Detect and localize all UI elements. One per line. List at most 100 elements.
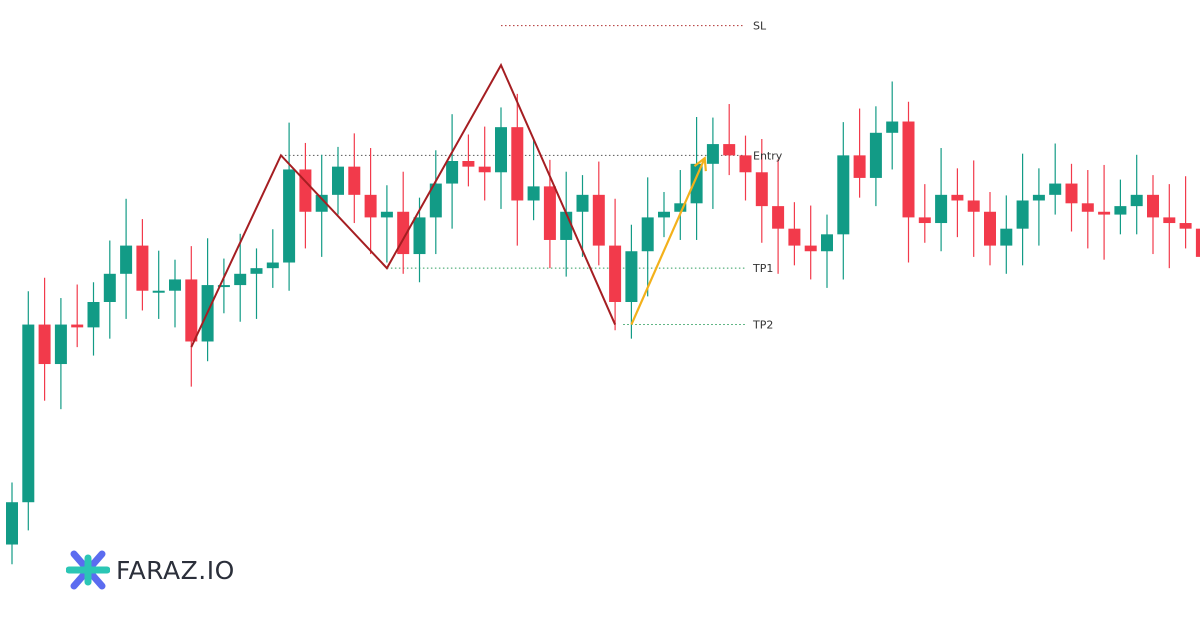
candle bbox=[364, 148, 377, 255]
candle bbox=[1049, 143, 1062, 215]
candle bbox=[38, 277, 51, 401]
candle bbox=[674, 170, 687, 240]
candle bbox=[332, 146, 344, 215]
candle bbox=[788, 202, 801, 266]
candle bbox=[54, 298, 67, 410]
candle-body bbox=[462, 161, 475, 167]
candle-body bbox=[1032, 194, 1045, 201]
candle bbox=[1195, 228, 1200, 257]
candle bbox=[380, 185, 393, 263]
candle bbox=[169, 259, 181, 328]
candle bbox=[429, 150, 442, 255]
candle bbox=[869, 106, 882, 207]
candle bbox=[886, 81, 899, 170]
candle-body bbox=[935, 194, 948, 224]
candle bbox=[22, 291, 35, 531]
candle-body bbox=[446, 161, 459, 184]
candle-body bbox=[690, 163, 703, 204]
candle bbox=[902, 101, 915, 263]
candle bbox=[804, 205, 817, 280]
candle bbox=[837, 122, 850, 280]
candle-body bbox=[1049, 183, 1062, 195]
candle bbox=[1081, 170, 1094, 249]
candle-body bbox=[511, 127, 524, 201]
candle-body bbox=[136, 245, 149, 291]
candle bbox=[1114, 179, 1127, 235]
candle bbox=[511, 93, 524, 246]
candle-body bbox=[1081, 203, 1094, 212]
candle bbox=[723, 104, 736, 176]
candle bbox=[250, 248, 263, 319]
candle-body bbox=[250, 268, 263, 274]
candle-body bbox=[723, 144, 736, 156]
candle bbox=[576, 175, 589, 257]
candle-body bbox=[348, 166, 361, 195]
candle bbox=[772, 159, 785, 274]
candle bbox=[984, 192, 996, 266]
candle-body bbox=[592, 194, 605, 246]
candle bbox=[592, 161, 605, 266]
candle-body bbox=[739, 155, 752, 173]
candle-body bbox=[951, 194, 964, 201]
candle-body bbox=[527, 186, 540, 201]
candle-body bbox=[1163, 217, 1176, 224]
candle-body bbox=[22, 324, 35, 503]
projection-arrowhead bbox=[693, 156, 707, 172]
candle bbox=[446, 114, 459, 229]
candle bbox=[739, 135, 752, 201]
candle bbox=[217, 258, 230, 314]
candle bbox=[6, 482, 18, 565]
candle-body bbox=[804, 245, 817, 252]
candle-body bbox=[674, 203, 687, 212]
projection-arrow-line bbox=[630, 157, 706, 326]
candle bbox=[706, 117, 719, 209]
candle bbox=[935, 148, 948, 252]
candle bbox=[641, 177, 654, 297]
level-label-entry: Entry bbox=[753, 149, 783, 162]
candle bbox=[625, 224, 638, 339]
candle-body bbox=[1114, 206, 1127, 215]
candle bbox=[1032, 168, 1045, 246]
candle-body bbox=[967, 200, 980, 212]
candle-body bbox=[609, 245, 622, 302]
brand-logo: FARAZ.IO bbox=[66, 548, 235, 592]
candle bbox=[299, 142, 312, 249]
candle bbox=[283, 122, 296, 291]
candle-body bbox=[234, 273, 247, 286]
candle-body bbox=[429, 183, 442, 218]
candle bbox=[918, 184, 931, 243]
brand-name: FARAZ.IO bbox=[116, 555, 235, 585]
candle-body bbox=[658, 211, 670, 218]
candle-body bbox=[87, 302, 100, 328]
candle bbox=[397, 171, 410, 274]
level-label-tp1: TP1 bbox=[752, 262, 773, 275]
level-label-tp2: TP2 bbox=[752, 319, 773, 332]
candle-body bbox=[1130, 194, 1143, 207]
candle-body bbox=[706, 144, 719, 164]
candle-body bbox=[869, 132, 882, 178]
candle bbox=[201, 238, 214, 362]
candle bbox=[1065, 163, 1078, 232]
candle-body bbox=[1016, 200, 1029, 229]
candle-body bbox=[54, 324, 67, 365]
candle bbox=[755, 139, 768, 243]
candle bbox=[120, 198, 133, 319]
candle-body bbox=[625, 251, 638, 302]
candle bbox=[185, 246, 198, 387]
candle bbox=[951, 168, 964, 238]
candle bbox=[527, 139, 540, 221]
candle bbox=[266, 229, 279, 288]
candle-body bbox=[1147, 194, 1159, 218]
candle bbox=[315, 154, 328, 257]
candle bbox=[1163, 184, 1176, 269]
candle-body bbox=[821, 234, 833, 252]
candle-body bbox=[641, 217, 654, 252]
candle-body bbox=[169, 279, 181, 291]
candle-body bbox=[71, 324, 84, 328]
candle-body bbox=[1000, 228, 1013, 246]
candle-body bbox=[120, 245, 133, 274]
candle-body bbox=[413, 217, 426, 255]
candle bbox=[152, 250, 165, 319]
candle bbox=[658, 192, 670, 238]
